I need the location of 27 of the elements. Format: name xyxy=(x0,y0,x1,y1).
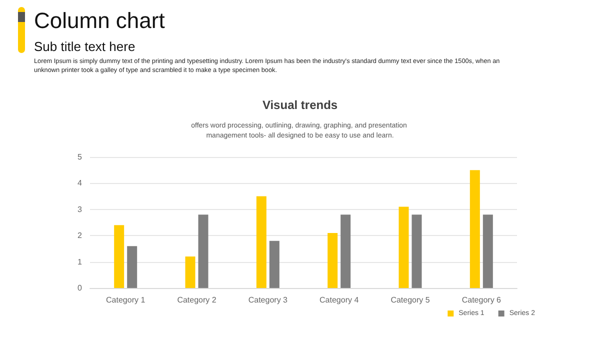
x-tick-label: Category 3 xyxy=(248,296,288,304)
x-tick-label: Category 4 xyxy=(320,296,360,304)
bar xyxy=(198,214,208,288)
bar xyxy=(412,214,422,288)
chart-title: Visual trends xyxy=(262,98,338,112)
bar xyxy=(114,225,124,288)
y-tick-label: 0 xyxy=(78,284,83,292)
x-tick-label: Category 5 xyxy=(390,296,430,304)
bar xyxy=(398,206,409,288)
bar xyxy=(340,214,351,288)
bar xyxy=(127,246,138,288)
bar xyxy=(328,232,338,288)
y-tick-label: 3 xyxy=(78,204,83,214)
y-tick-label: 4 xyxy=(78,178,83,188)
bar xyxy=(482,214,493,288)
y-tick-label: 1 xyxy=(78,257,83,266)
bar xyxy=(256,196,266,288)
text: Column chart xyxy=(34,8,165,34)
x-tick-label: Category 1 xyxy=(106,296,146,304)
y-tick-label: 5 xyxy=(78,152,83,162)
x-tick-label: Category 6 xyxy=(462,296,502,304)
y-tick-label: 2 xyxy=(78,231,83,240)
text: Sub title text here xyxy=(34,39,136,54)
bar xyxy=(185,256,196,288)
bar xyxy=(269,240,280,288)
x-tick-label: Category 2 xyxy=(177,296,217,304)
bar xyxy=(470,170,480,288)
